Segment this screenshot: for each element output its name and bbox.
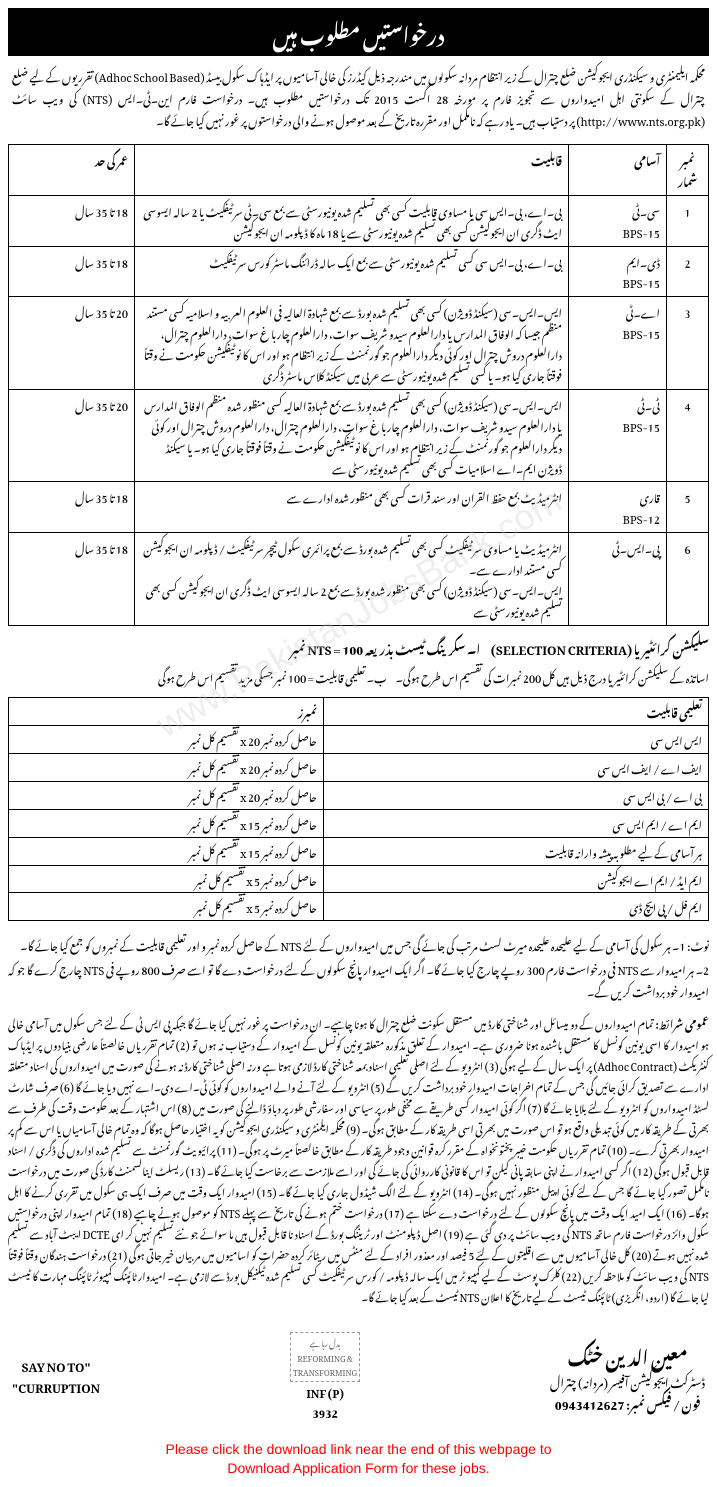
cell-criteria-qual: ایس ایس سی	[324, 726, 709, 754]
cell-post: پی۔ایس۔ٹی	[569, 533, 667, 626]
criteria-header-marks: نمبرز	[9, 698, 324, 726]
selection-intro: اساتذہ کے سلیکشن کرائٹیریا درج ذیل ہیں ک…	[8, 663, 709, 691]
note-1: نوٹ: 1۔ ہر سکول کی آسامی کے لیے علیحدہ ع…	[8, 933, 709, 955]
cell-qualification: انٹرمیڈیٹ بمع حفظ القران اور سند قرات کس…	[135, 482, 569, 533]
signature-phone: فون / فیکس نمبر: 0943412627	[550, 1393, 705, 1415]
table-row: ایم ایڈ / ایم اے ایجوکیشن حاصل کردہ نمبر…	[9, 865, 709, 893]
cell-serial: 6	[667, 533, 709, 626]
header-qualification: قابلیت	[135, 145, 569, 196]
cell-criteria-qual: ایم ایڈ / ایم اے ایجوکیشن	[324, 865, 709, 893]
table-row: ہر آسامی کے لیے مطلوبہ پیشہ وارانہ قابلی…	[9, 837, 709, 865]
download-note: Please click the download link near the …	[8, 1440, 709, 1479]
cell-qualification: ایس۔ایس۔سی (سیکنڈ ڈویژن) کسی بھی تسلیم ش…	[135, 389, 569, 482]
criteria-table: تعلیمی قابلیت نمبرز ایس ایس سی حاصل کردہ…	[8, 697, 709, 921]
inf-number: INF (P)3932	[290, 1382, 360, 1422]
general-text: تمام امیدواروں کے دو میسائل اور شناختی ک…	[8, 1010, 709, 1309]
cell-serial: 1	[667, 195, 709, 246]
header-post: آسامی	[569, 145, 667, 196]
cell-post: ٹی۔ٹیBPS-15	[569, 389, 667, 482]
table-row: 2 ڈی۔ایمBPS-15 بی۔اے، بی۔ایس سی کسی تسلی…	[9, 246, 709, 297]
cell-criteria-qual: ایم فل / پی ایچ ڈی	[324, 893, 709, 921]
footer-center: بدل رہا ہےREFORMING & TRANSFORMING INF (…	[290, 1331, 360, 1421]
selection-title-text: سلیکشن کرائٹیریا (SELECTION CRITERIA)	[491, 633, 709, 663]
table-row: 3 اے۔ٹیBPS-15 ایس۔ایس۔سی (سیکنڈ ڈویژن) ک…	[9, 297, 709, 390]
cell-qualification: بی۔اے، بی۔ایس سی کسی تسلیم شدہ یونیورسٹی…	[135, 246, 569, 297]
cell-age: 18 تا 35 سال	[9, 482, 135, 533]
cell-post: قاریBPS-12	[569, 482, 667, 533]
cell-criteria-marks: حاصل کردہ نمبر x 5 تقسیم کل نمبر	[9, 865, 324, 893]
cell-serial: 3	[667, 297, 709, 390]
posts-table-header-row: نمبر شمار آسامی قابلیت عمر کی حد	[9, 145, 709, 196]
cell-criteria-marks: حاصل کردہ نمبر x 20 تقسیم کل نمبر	[9, 726, 324, 754]
table-row: ایم فل / پی ایچ ڈی حاصل کردہ نمبر x 5 تق…	[9, 893, 709, 921]
cell-serial: 2	[667, 246, 709, 297]
table-row: 5 قاریBPS-12 انٹرمیڈیٹ بمع حفظ القران او…	[9, 482, 709, 533]
table-row: بی اے / بی ایس سی حاصل کردہ نمبر x 20 تق…	[9, 781, 709, 809]
cell-post: اے۔ٹیBPS-15	[569, 297, 667, 390]
note-2: 2۔ ہر امیدوار سے NTS فی درخواست فارم 300…	[8, 957, 709, 1001]
criteria-header-qual: تعلیمی قابلیت	[324, 698, 709, 726]
intro-paragraph: محکمہ ایلیمنٹری و سیکنڈری ایجوکیشن ضلع چ…	[8, 56, 709, 138]
cell-age: 18 تا 35 سال	[9, 195, 135, 246]
cell-qualification: انٹرمیڈیٹ یا مساوی سرٹیفکیٹ کسی بھی تسلی…	[135, 533, 569, 626]
table-row: 6 پی۔ایس۔ٹی انٹرمیڈیٹ یا مساوی سرٹیفکیٹ …	[9, 533, 709, 626]
signature-title: ڈسٹرکٹ ایجوکیشن آفیسر (مردانہ) چترال	[550, 1371, 705, 1393]
footer: "SAY NO TOCURRUPTION" بدل رہا ہےREFORMIN…	[8, 1323, 709, 1429]
criteria-b-text: ب۔ تعلیمی قابلیت = 100 نمبر جسکی مزید تق…	[158, 662, 387, 690]
cell-criteria-marks: حاصل کردہ نمبر x 20 تقسیم کل نمبر	[9, 781, 324, 809]
notes-section: نوٹ: 1۔ ہر سکول کی آسامی کے لیے علیحدہ ع…	[8, 927, 709, 1009]
table-row: ایس ایس سی حاصل کردہ نمبر x 20 تقسیم کل …	[9, 726, 709, 754]
cell-serial: 5	[667, 482, 709, 533]
posts-table: نمبر شمار آسامی قابلیت عمر کی حد 1 سی۔ٹی…	[8, 144, 709, 626]
cell-criteria-marks: حاصل کردہ نمبر x 20 تقسیم کل نمبر	[9, 753, 324, 781]
cell-criteria-qual: بی اے / بی ایس سی	[324, 781, 709, 809]
cell-post: ڈی۔ایمBPS-15	[569, 246, 667, 297]
logo-icon: بدل رہا ہےREFORMING & TRANSFORMING	[290, 1332, 360, 1382]
say-no-box: "SAY NO TOCURRUPTION"	[12, 1355, 100, 1398]
cell-age: 18 تا 35 سال	[9, 533, 135, 626]
cell-qualification: ایس۔ایس۔سی (سیکنڈ ڈویژن) کسی بھی تسلیم ش…	[135, 297, 569, 390]
cell-post: سی۔ٹیBPS-15	[569, 195, 667, 246]
cell-age: 20 تا 35 سال	[9, 389, 135, 482]
cell-criteria-marks: حاصل کردہ نمبر x 15 تقسیم کل نمبر	[9, 809, 324, 837]
table-row: 4 ٹی۔ٹیBPS-15 ایس۔ایس۔سی (سیکنڈ ڈویژن) ک…	[9, 389, 709, 482]
table-row: ایم اے / ایم ایس سی حاصل کردہ نمبر x 15 …	[9, 809, 709, 837]
criteria-a-text: ا۔ سکرینگ ٹیسٹ بذریعہ NTS = 100 نمبر	[290, 633, 480, 663]
table-row: ایف اے / ایف ایس سی حاصل کردہ نمبر x 20 …	[9, 753, 709, 781]
cell-age: 18 تا 35 سال	[9, 246, 135, 297]
header-serial: نمبر شمار	[667, 145, 709, 196]
cell-criteria-qual: ایف اے / ایف ایس سی	[324, 753, 709, 781]
cell-age: 20 تا 35 سال	[9, 297, 135, 390]
header-age: عمر کی حد	[9, 145, 135, 196]
criteria-header-row: تعلیمی قابلیت نمبرز	[9, 698, 709, 726]
cell-criteria-qual: ایم اے / ایم ایس سی	[324, 809, 709, 837]
page-title-banner: درخواستیں مطلوب ہیں	[8, 8, 709, 56]
cell-criteria-qual: ہر آسامی کے لیے مطلوبہ پیشہ وارانہ قابلی…	[324, 837, 709, 865]
cell-serial: 4	[667, 389, 709, 482]
cell-criteria-marks: حاصل کردہ نمبر x 15 تقسیم کل نمبر	[9, 837, 324, 865]
general-conditions: عمومی شرائط: تمام امیدواروں کے دو میسائل…	[8, 1009, 709, 1311]
selection-intro-text: اساتذہ کے سلیکشن کرائٹیریا درج ذیل ہیں ک…	[396, 662, 709, 690]
table-row: 1 سی۔ٹیBPS-15 بی۔اے، بی۔ایس سی یا مساوی …	[9, 195, 709, 246]
signature-name: معین الدین خٹک	[550, 1339, 705, 1371]
cell-criteria-marks: حاصل کردہ نمبر x 5 تقسیم کل نمبر	[9, 893, 324, 921]
selection-criteria-title: سلیکشن کرائٹیریا (SELECTION CRITERIA) ا۔…	[8, 632, 709, 664]
cell-qualification: بی۔اے، بی۔ایس سی یا مساوی قابلیت کسی بھی…	[135, 195, 569, 246]
signature-block: معین الدین خٹک ڈسٹرکٹ ایجوکیشن آفیسر (مر…	[550, 1339, 705, 1415]
